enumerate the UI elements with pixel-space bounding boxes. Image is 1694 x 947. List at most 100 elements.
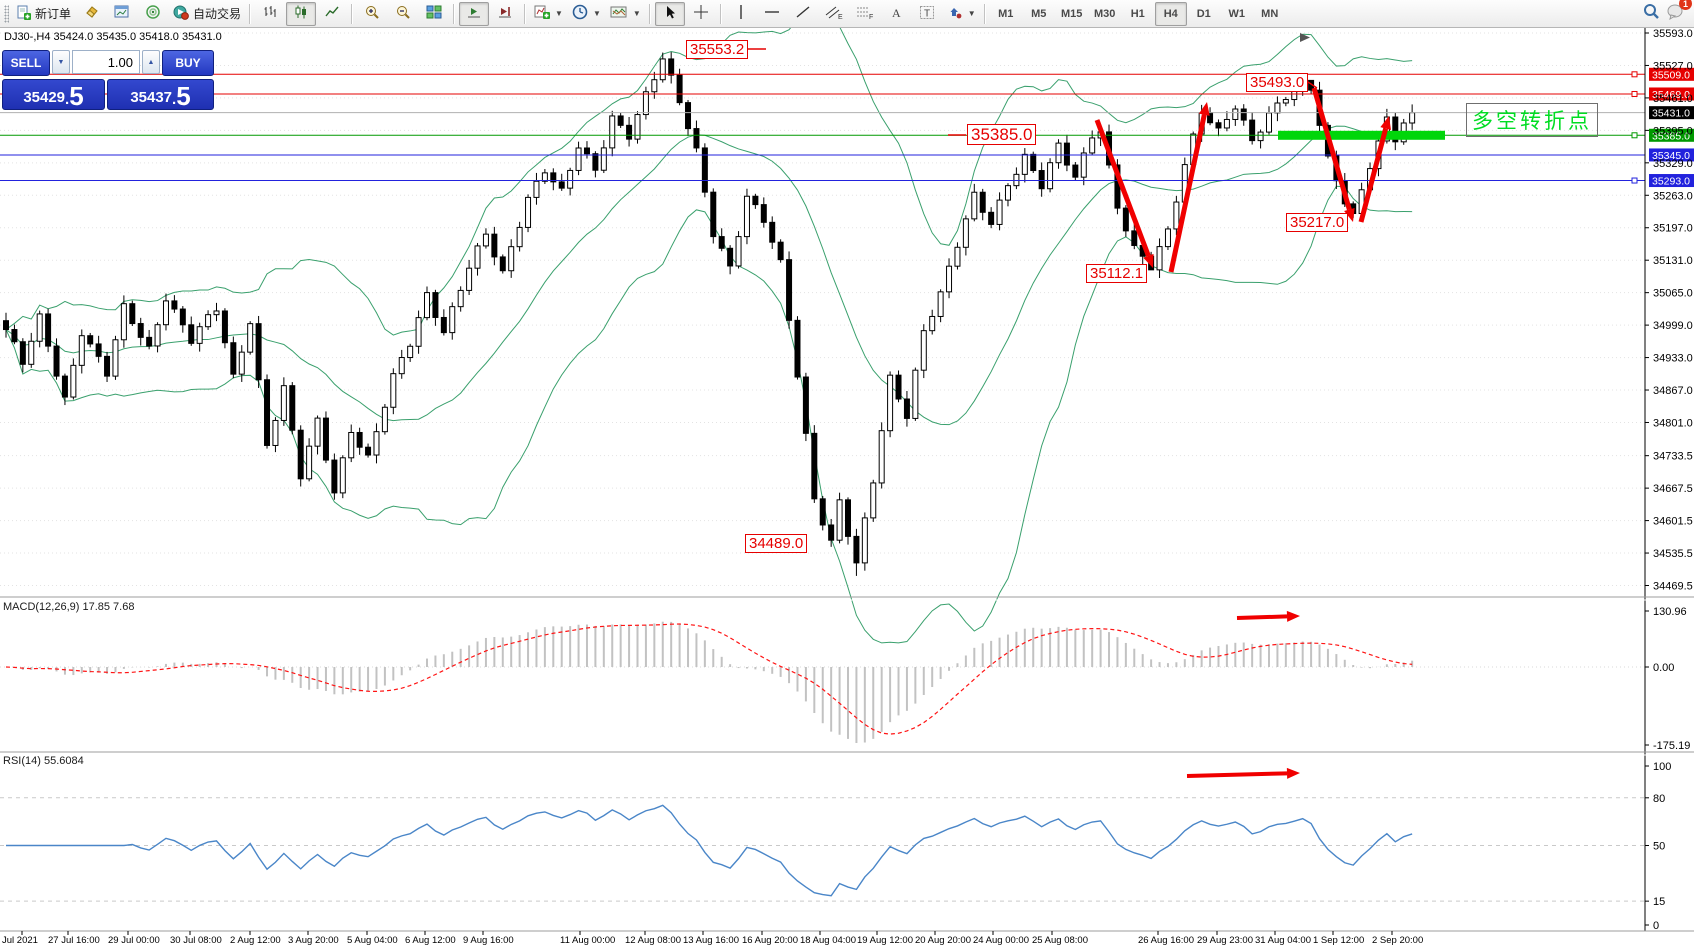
price-annotation[interactable]: 35553.2 — [686, 40, 749, 59]
svg-text:50: 50 — [1653, 841, 1665, 853]
chart-window-button[interactable] — [107, 2, 137, 26]
vertical-line-tool-button[interactable] — [726, 2, 756, 26]
bar-chart-icon — [262, 4, 278, 23]
crosshair-tool-button[interactable] — [686, 2, 716, 26]
chart-canvas[interactable]: 35509.0 35469.0 35385.0 35345.0 35293.0 35431… — [0, 28, 1694, 947]
volume-increase-button[interactable]: ▲ — [142, 50, 160, 74]
search-icon[interactable] — [1642, 2, 1660, 25]
trend-arrow-head[interactable] — [1286, 767, 1300, 779]
toolbar-separator — [719, 3, 722, 24]
tab-timeframe-M1[interactable]: M1 — [998, 7, 1014, 20]
zoom-out-button[interactable] — [388, 2, 418, 26]
svg-text:34999.0: 34999.0 — [1653, 320, 1693, 332]
notifications-icon[interactable]: 1 — [1666, 0, 1692, 25]
price-annotation[interactable]: 35112.1 — [1086, 264, 1148, 283]
buy-price-display[interactable]: 35437. 5 — [107, 79, 214, 110]
text-tool-button[interactable]: A — [881, 2, 911, 26]
trend-arrow-head[interactable] — [1344, 207, 1355, 222]
green-trend-bar[interactable] — [1278, 130, 1445, 140]
trend-arrow[interactable] — [1094, 119, 1151, 257]
price-annotation[interactable]: 35493.0 — [1246, 73, 1309, 92]
svg-text:35197.0: 35197.0 — [1653, 223, 1693, 235]
chart-title: DJ30-,H4 35424.0 35435.0 35418.0 35431.0 — [4, 31, 222, 43]
trendline-tool-button[interactable] — [788, 2, 818, 26]
dropdown-caret: ▼ — [555, 9, 563, 18]
trend-arrow[interactable] — [1236, 614, 1288, 620]
time-axis-label: 26 Aug 16:00 — [1138, 935, 1194, 946]
new-order-button[interactable]: 新订单 — [12, 2, 75, 26]
trendline-icon — [795, 5, 811, 22]
signals-button[interactable] — [138, 2, 168, 26]
eraser-button[interactable] — [76, 2, 106, 26]
volume-decrease-button[interactable]: ▼ — [52, 50, 70, 74]
zoom-in-button[interactable] — [357, 2, 387, 26]
pane-separator-rsi[interactable] — [0, 749, 1694, 754]
tab-timeframe-D1[interactable]: D1 — [1196, 7, 1211, 20]
trend-arrow-head[interactable] — [1380, 116, 1391, 130]
svg-text:0.00: 0.00 — [1653, 662, 1674, 674]
tab-timeframe-MN[interactable]: MN — [1261, 7, 1279, 20]
trend-arrow-head[interactable] — [1143, 253, 1154, 268]
auto-scroll-button[interactable] — [459, 1, 490, 26]
volume-input[interactable] — [72, 50, 140, 74]
bar-chart-mode-button[interactable] — [255, 2, 285, 26]
fibonacci-tool-button[interactable]: F — [850, 2, 880, 26]
chart-objects-layer[interactable] — [748, 48, 1445, 779]
trend-arrow[interactable] — [1311, 87, 1352, 211]
equidistant-channel-icon: E — [825, 5, 843, 23]
svg-text:35509.0: 35509.0 — [1652, 69, 1690, 81]
text-a-icon: A — [889, 5, 903, 23]
sell-price-dot: . — [65, 91, 70, 108]
trend-arrow-head[interactable] — [1286, 610, 1300, 622]
sell-button[interactable]: SELL — [2, 50, 50, 76]
price-annotation[interactable]: 34489.0 — [745, 534, 808, 553]
trend-arrow[interactable] — [1358, 127, 1389, 223]
candlestick-mode-button[interactable] — [286, 1, 317, 26]
cursor-tool-button[interactable] — [654, 1, 685, 26]
tile-windows-button[interactable] — [419, 2, 449, 26]
time-axis-label: 31 Aug 04:00 — [1255, 935, 1311, 946]
trend-arrow[interactable] — [1186, 771, 1288, 778]
horizontal-line-tool-button[interactable] — [757, 2, 787, 26]
time-axis-label: 2 Aug 12:00 — [230, 935, 281, 946]
line-chart-mode-button[interactable] — [317, 2, 347, 26]
toolbar-grip[interactable] — [4, 4, 9, 23]
tab-timeframe-W1[interactable]: W1 — [1228, 7, 1245, 20]
sell-price-big: 5 — [69, 81, 84, 111]
channel-tool-button[interactable]: E — [819, 2, 849, 26]
price-annotation[interactable]: 35217.0 — [1286, 213, 1349, 232]
add-indicator-button[interactable]: ▼ — [530, 2, 567, 26]
horizontal-price-lines[interactable] — [0, 71, 1645, 184]
bollinger-middle-band — [5, 125, 1413, 426]
zoom-out-icon — [395, 4, 411, 23]
text-label-icon: T — [919, 5, 935, 23]
period-button[interactable]: ▼ — [568, 2, 605, 26]
time-axis-label: 29 Aug 23:00 — [1197, 935, 1253, 946]
macd-signal-line — [5, 623, 1413, 735]
chart-shift-button[interactable] — [490, 2, 520, 26]
tab-timeframe-M15[interactable]: M15 — [1061, 7, 1083, 20]
indicator-layer — [5, 621, 1414, 897]
turning-point-note[interactable]: 多空转折点 — [1466, 103, 1598, 137]
arrows-tool-button[interactable]: ▼ — [943, 2, 980, 26]
svg-text:35131.0: 35131.0 — [1653, 255, 1693, 267]
trend-arrow-head[interactable] — [1198, 102, 1210, 116]
auto-trading-button[interactable]: 自动交易 — [169, 2, 245, 26]
template-button[interactable]: ▼ — [606, 2, 645, 26]
tab-timeframe-M5[interactable]: M5 — [1031, 7, 1047, 20]
price-annotation[interactable]: 35385.0 — [967, 124, 1037, 145]
pane-separator-macd[interactable] — [0, 595, 1694, 600]
template-icon — [610, 4, 628, 23]
text-label-tool-button[interactable]: T — [912, 2, 942, 26]
buy-button[interactable]: BUY — [162, 50, 214, 76]
tab-timeframe-M30[interactable]: M30 — [1094, 7, 1116, 20]
tab-timeframe-H1[interactable]: H1 — [1130, 7, 1145, 20]
time-axis-label: 9 Aug 16:00 — [463, 935, 514, 946]
trend-arrow[interactable] — [1168, 114, 1207, 273]
svg-text:35395.0: 35395.0 — [1653, 125, 1693, 137]
time-axis-label: 16 Aug 20:00 — [742, 935, 798, 946]
sell-price-display[interactable]: 35429. 5 — [2, 79, 105, 110]
tab-timeframe-H4[interactable]: H4 — [1154, 1, 1187, 26]
timeframe-group: M1 M5 M15 M30 H1 H4 D1 W1 MN — [990, 1, 1286, 26]
